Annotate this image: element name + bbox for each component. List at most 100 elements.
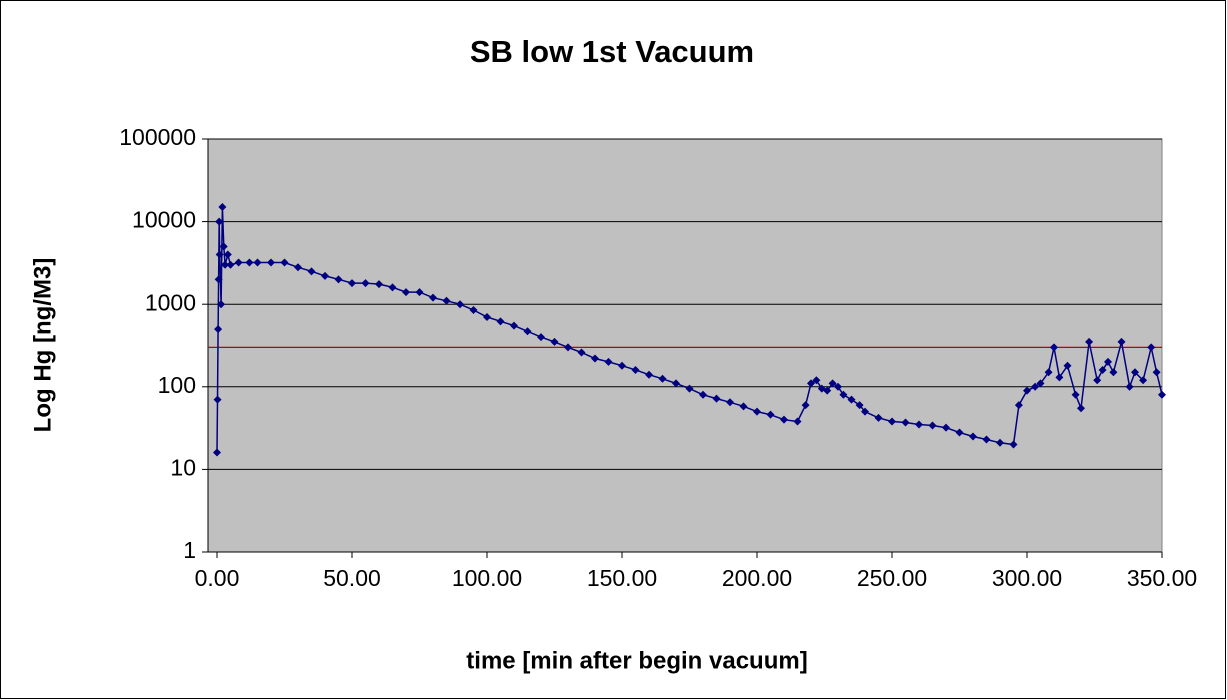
data-point [245, 258, 254, 267]
data-point [550, 337, 559, 346]
data-point [801, 401, 810, 410]
x-tick-label: 100.00 [452, 565, 522, 591]
data-point [942, 423, 950, 432]
data-point [1093, 376, 1102, 385]
data-point [577, 348, 586, 357]
data-point [807, 379, 815, 388]
data-point [591, 354, 599, 363]
data-point [915, 420, 923, 429]
x-tick-label: 50.00 [323, 565, 381, 591]
plot-area [207, 138, 1163, 553]
data-point [1014, 401, 1023, 410]
data-point [1085, 337, 1094, 346]
data-point [510, 321, 518, 330]
y-tick-label: 10 [170, 454, 196, 480]
data-point [214, 325, 223, 334]
data-point [456, 300, 464, 309]
data-point [234, 258, 243, 267]
x-axis-label: time [min after begin vacuum] [466, 647, 807, 674]
data-point [523, 327, 532, 336]
data-point [1109, 368, 1118, 377]
data-point [855, 401, 864, 410]
data-point [672, 379, 680, 388]
data-point [213, 448, 221, 457]
data-point [861, 407, 869, 416]
data-point [1104, 357, 1112, 366]
data-point [712, 394, 721, 403]
data-point [888, 417, 896, 426]
data-point [1071, 390, 1080, 399]
data-point [901, 418, 910, 427]
data-point [442, 296, 451, 305]
data-point [215, 217, 224, 226]
data-point [429, 293, 437, 302]
data-point [213, 395, 222, 404]
data-point [469, 306, 478, 315]
data-point [496, 317, 505, 326]
data-point [928, 421, 937, 430]
y-tick-label: 1000 [145, 289, 196, 315]
y-axis-label: Log Hg [ng/M3] [29, 258, 56, 433]
x-tick-label: 250.00 [857, 565, 927, 591]
data-point [334, 275, 343, 284]
data-point [982, 435, 991, 444]
data-point [726, 398, 734, 407]
y-tick-label: 100000 [119, 124, 196, 150]
data-point [812, 376, 821, 385]
data-point [996, 438, 1004, 447]
data-point [969, 432, 977, 441]
data-point [388, 283, 397, 292]
data-point [375, 280, 383, 289]
data-point [221, 260, 230, 269]
data-point [214, 275, 223, 284]
x-tick-label: 150.00 [587, 565, 657, 591]
chart-title: SB low 1st Vacuum [470, 34, 754, 69]
data-point [1050, 343, 1058, 352]
data-point [685, 384, 694, 393]
data-point [631, 365, 640, 374]
data-point [1044, 368, 1053, 377]
data-point [1158, 390, 1166, 399]
data-point [699, 390, 707, 399]
data-point [1023, 386, 1031, 395]
data-point [955, 428, 964, 437]
data-point [618, 361, 626, 370]
data-point [1077, 404, 1085, 413]
data-point [839, 390, 848, 399]
data-point [780, 415, 788, 424]
data-point [1063, 361, 1072, 370]
x-tick-label: 200.00 [722, 565, 792, 591]
data-point [348, 279, 356, 288]
data-point [739, 402, 748, 411]
y-tick-label: 10000 [132, 207, 196, 233]
data-point [294, 263, 302, 272]
data-point [823, 386, 832, 395]
data-point [226, 260, 235, 269]
data-point [766, 410, 775, 419]
data-point [1117, 337, 1126, 346]
data-point [307, 267, 316, 276]
data-point [215, 250, 224, 259]
data-point [828, 379, 837, 388]
data-point [753, 407, 761, 416]
data-point [1139, 376, 1148, 385]
data-point [253, 258, 262, 267]
data-point [321, 271, 329, 280]
data-point [1036, 379, 1045, 388]
x-tick-label: 350.00 [1127, 565, 1197, 591]
data-point [402, 288, 410, 297]
x-tick-label: 0.00 [195, 565, 240, 591]
data-point [267, 258, 275, 267]
data-point [217, 300, 226, 309]
data-point [1031, 382, 1040, 391]
data-point [645, 370, 653, 379]
data-point [1131, 368, 1139, 377]
data-point [658, 374, 667, 383]
data-point [1055, 373, 1064, 382]
data-point [483, 312, 491, 321]
data-point [564, 343, 572, 352]
data-point [218, 203, 227, 212]
data-point [604, 357, 613, 366]
data-point [280, 258, 289, 267]
data-point [834, 382, 842, 391]
